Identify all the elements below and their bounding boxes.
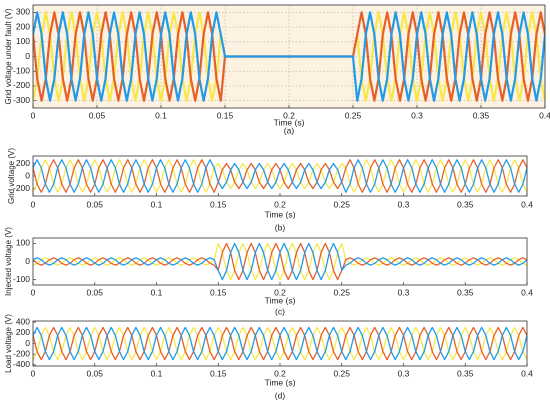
caption: (c) <box>275 306 285 316</box>
caption: (a) <box>284 125 295 135</box>
x-tick-label: 0.35 <box>473 110 490 120</box>
y-tick-label: 0 <box>25 170 30 180</box>
y-tick-label: 200 <box>16 158 30 168</box>
y-axis-label: Grid voltage under fault (V) <box>4 8 13 104</box>
plot-frame <box>32 4 546 109</box>
x-tick-label: 0.1 <box>151 368 163 378</box>
y-tick-label: -400 <box>13 359 30 369</box>
x-tick-label: 0.3 <box>398 287 410 297</box>
x-tick-label: 0.4 <box>521 287 533 297</box>
y-tick-label: 0 <box>25 338 30 348</box>
y-tick-label: -300 <box>13 95 30 105</box>
x-tick-label: 0 <box>31 287 36 297</box>
x-axis-label: Time (s) <box>265 377 296 387</box>
plot-frame <box>32 320 528 367</box>
y-axis-label: Grid voltage (V) <box>7 148 16 204</box>
y-tick-label: -100 <box>13 274 30 284</box>
series-line <box>33 11 545 102</box>
caption: (d) <box>275 390 286 400</box>
y-tick-label: 100 <box>16 36 30 46</box>
x-tick-label: 0.05 <box>86 287 103 297</box>
y-tick-label: -200 <box>13 80 30 90</box>
x-tick-label: 0.15 <box>217 110 234 120</box>
x-tick-label: 0.1 <box>155 110 167 120</box>
x-tick-label: 0.05 <box>86 199 103 209</box>
y-tick-label: 400 <box>16 316 30 326</box>
plot-area <box>33 156 527 196</box>
series-line <box>33 159 527 193</box>
plot-frame <box>32 155 528 197</box>
x-tick-label: 0.25 <box>345 110 362 120</box>
x-axis-label: Time (s) <box>274 117 305 127</box>
x-tick-label: 0.3 <box>398 368 410 378</box>
series-line <box>33 326 527 361</box>
x-tick-label: 0.4 <box>521 368 533 378</box>
x-tick-label: 0.2 <box>274 287 286 297</box>
caption: (b) <box>275 222 286 232</box>
x-tick-label: 0.1 <box>151 199 163 209</box>
x-tick-label: 0.05 <box>89 110 106 120</box>
x-tick-label: 0.3 <box>411 110 423 120</box>
y-tick-label: 0 <box>25 51 30 61</box>
y-axis-label: Load voltage (V) <box>4 314 13 373</box>
x-tick-label: 0 <box>31 199 36 209</box>
x-tick-label: 0.1 <box>151 287 163 297</box>
series-line <box>33 242 527 281</box>
y-tick-label: 200 <box>16 21 30 31</box>
x-tick-label: 0.05 <box>86 368 103 378</box>
x-tick-label: 0.15 <box>210 199 227 209</box>
x-tick-label: 0.2 <box>274 199 286 209</box>
x-tick-label: 0.4 <box>539 110 550 120</box>
y-tick-label: 200 <box>16 327 30 337</box>
plot-area <box>33 238 527 285</box>
x-tick-label: 0.35 <box>457 368 474 378</box>
x-tick-label: 0 <box>31 110 36 120</box>
x-tick-label: 0 <box>31 368 36 378</box>
y-tick-label: -200 <box>13 348 30 358</box>
y-tick-label: -100 <box>13 65 30 75</box>
x-tick-label: 0.15 <box>210 368 227 378</box>
x-tick-label: 0.25 <box>333 199 350 209</box>
x-tick-label: 0.2 <box>274 368 286 378</box>
y-tick-label: -200 <box>13 183 30 193</box>
x-tick-label: 0.35 <box>457 199 474 209</box>
y-axis-label: Injected voltage (V) <box>4 227 13 296</box>
y-tick-label: 0 <box>25 256 30 266</box>
y-tick-label: 300 <box>16 7 30 17</box>
y-tick-label: 100 <box>16 238 30 248</box>
x-tick-label: 0.35 <box>457 287 474 297</box>
x-tick-label: 0.2 <box>283 110 295 120</box>
x-tick-label: 0.3 <box>398 199 410 209</box>
x-tick-label: 0.25 <box>333 287 350 297</box>
plot-frame <box>32 237 528 286</box>
x-axis-label: Time (s) <box>265 295 296 305</box>
x-tick-label: 0.4 <box>521 199 533 209</box>
x-tick-label: 0.25 <box>333 368 350 378</box>
x-tick-label: 0.15 <box>210 287 227 297</box>
x-axis-label: Time (s) <box>265 209 296 219</box>
